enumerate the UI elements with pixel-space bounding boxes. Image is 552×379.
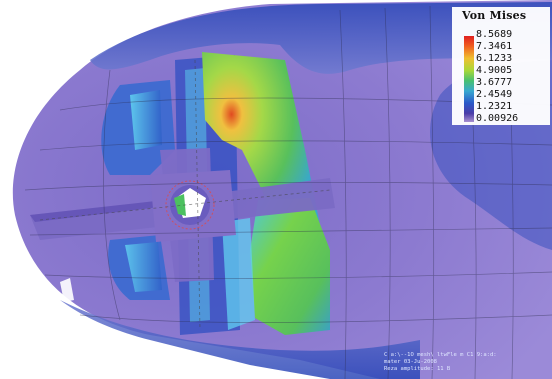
legend-values: 8.5689 7.3461 6.1233 4.9005 3.6777 2.454… <box>476 29 548 125</box>
footer-line: mater 03-Ju-2008 <box>384 359 437 365</box>
legend-value: 6.1233 <box>476 53 513 64</box>
model-info-footer: C a:\--1O mesh\ ltwFle m C1 9:a:d: mater… <box>384 352 550 373</box>
legend-value: 4.9005 <box>476 65 513 76</box>
legend-value: 3.6777 <box>476 77 513 88</box>
footer-line: Reza amplitude: 11 B <box>384 366 451 372</box>
color-legend: Von Mises 8.5689 7.3461 6.1233 4.9005 3.… <box>452 7 550 125</box>
legend-value: 1.2321 <box>476 101 513 112</box>
legend-value: 0.00926 <box>476 113 519 124</box>
legend-value: 8.5689 <box>476 29 513 40</box>
legend-color-bar <box>464 36 474 122</box>
lower-plate <box>250 198 330 335</box>
legend-title: Von Mises <box>462 9 527 22</box>
footer-line: C a:\--1O mesh\ ltwFle m C1 9:a:d: <box>384 352 497 358</box>
legend-value: 2.4549 <box>476 89 513 100</box>
legend-value: 7.3461 <box>476 41 513 52</box>
